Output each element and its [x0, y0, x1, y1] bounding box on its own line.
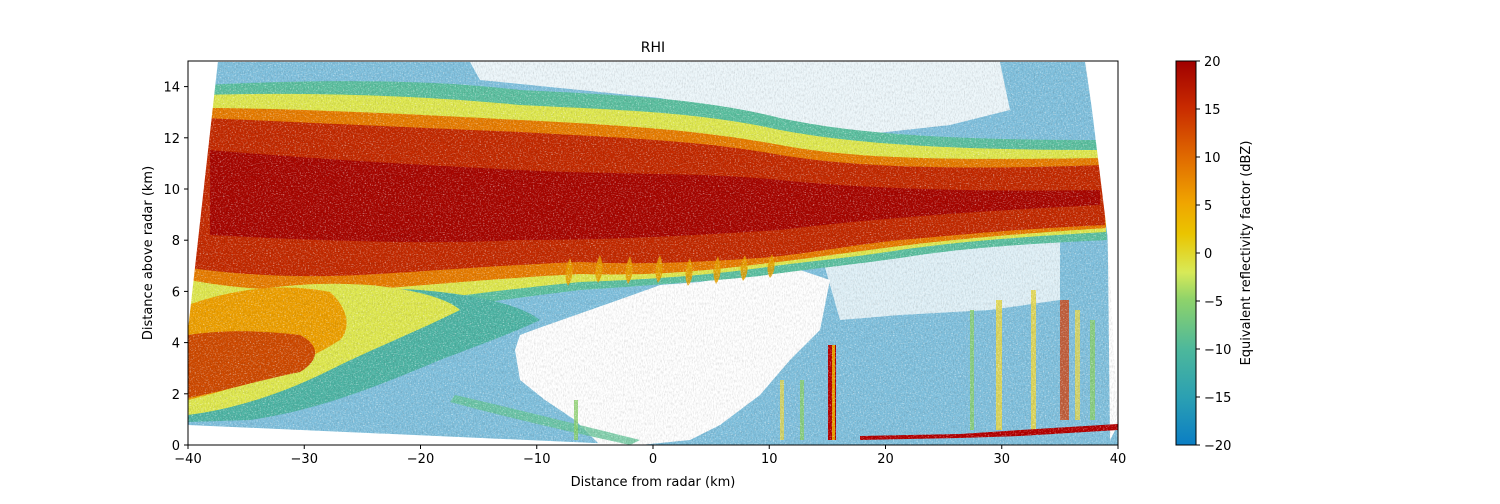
- colorbar-tick-label: 20: [1204, 55, 1221, 70]
- x-tick-label: −30: [291, 452, 318, 467]
- y-tick-label: 14: [163, 81, 180, 96]
- x-tick-label: −20: [407, 452, 434, 467]
- x-tick-label: −40: [174, 452, 201, 467]
- colorbar-tick-label: −5: [1204, 295, 1223, 310]
- x-axis: −40 −30 −20 −10 0 10 20 30 40: [174, 445, 1126, 467]
- x-tick-label: −10: [523, 452, 550, 467]
- y-tick-label: 4: [172, 337, 180, 352]
- y-tick-label: 0: [172, 439, 180, 454]
- y-tick-label: 2: [172, 388, 180, 403]
- colorbar-tick-label: −20: [1204, 439, 1231, 454]
- x-axis-label: Distance from radar (km): [571, 475, 736, 490]
- x-tick-label: 20: [877, 452, 894, 467]
- colorbar-label: Equivalent reflectivity factor (dBZ): [1239, 141, 1254, 366]
- colorbar: [1175, 60, 1197, 446]
- colorbar-tick-label: 5: [1204, 199, 1212, 214]
- colorbar-tick-label: −10: [1204, 343, 1231, 358]
- colorbar-tick-label: 15: [1204, 103, 1221, 118]
- scan-edge-right: [1086, 61, 1118, 420]
- x-tick-label: 30: [993, 452, 1010, 467]
- colorbar-ticks: −20 −15 −10 −5 0 5 10 15 20: [1196, 55, 1231, 454]
- scan-edge-left: [188, 61, 218, 330]
- y-axis-label: Distance above radar (km): [141, 166, 156, 340]
- y-axis: 0 2 4 6 8 10 12 14: [163, 81, 188, 454]
- x-tick-label: 10: [761, 452, 778, 467]
- colorbar-tick-label: −15: [1204, 391, 1231, 406]
- scan-bottom-left: [188, 425, 640, 445]
- plot-area: [188, 61, 1118, 445]
- x-tick-label: 40: [1110, 452, 1127, 467]
- chart-title: RHI: [641, 40, 665, 56]
- y-tick-label: 6: [172, 285, 180, 300]
- colorbar-tick-label: 0: [1204, 247, 1212, 262]
- y-tick-label: 10: [163, 183, 180, 198]
- colorbar-tick-label: 10: [1204, 151, 1221, 166]
- y-tick-label: 12: [163, 132, 180, 147]
- x-tick-label: 0: [649, 452, 657, 467]
- y-tick-label: 8: [172, 234, 180, 249]
